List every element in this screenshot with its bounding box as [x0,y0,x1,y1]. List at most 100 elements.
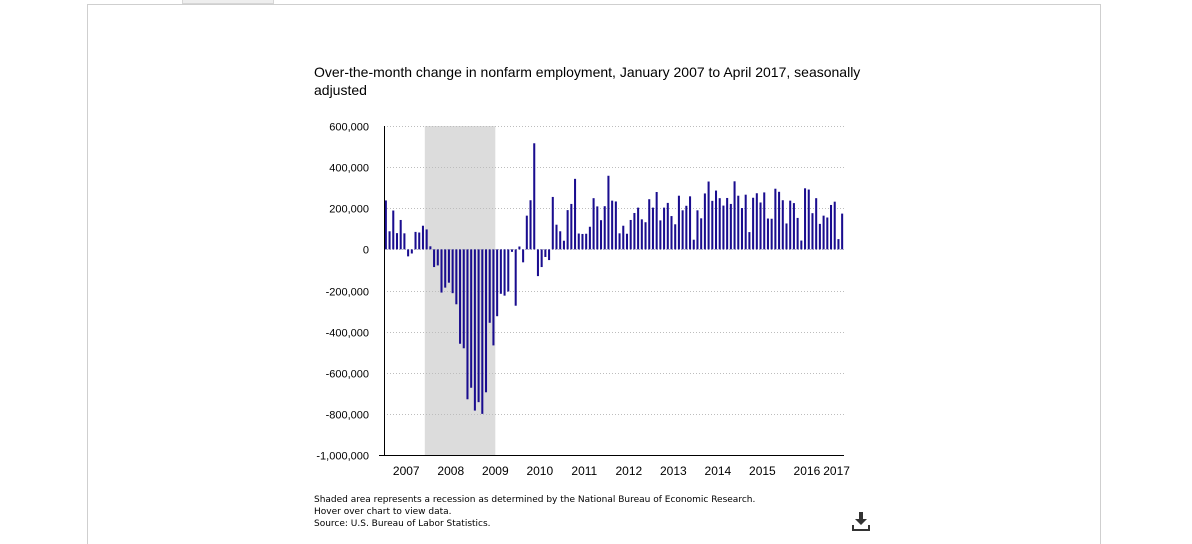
y-tick-label: -600,000 [326,369,369,381]
bar [544,249,547,257]
bar [574,178,577,250]
y-tick-label: -800,000 [326,410,369,422]
bar [466,249,469,400]
bar [666,202,669,250]
bar [525,215,528,250]
bar [763,192,766,250]
bar [407,249,410,257]
bar [433,249,436,268]
bar [548,249,551,261]
bar [510,249,514,252]
bar [518,246,521,250]
source-note: Source: U.S. Bureau of Labor Statistics. [314,519,491,529]
bar [796,217,799,250]
bar [752,197,755,250]
bar [744,194,747,250]
bar [711,200,714,250]
bar [640,219,643,250]
bar [659,220,662,250]
bar [774,188,777,250]
chart-title: Over-the-month change in nonfarm employm… [314,64,861,98]
bar [633,212,636,250]
bar [629,219,632,250]
bar [414,231,417,250]
bar [718,198,721,250]
bar [733,181,736,250]
bar [462,249,465,349]
bar [588,226,591,250]
bar [625,233,629,250]
bar [681,210,684,250]
bar [455,249,458,305]
bar [833,201,836,250]
bar [395,233,399,250]
bar [603,206,606,250]
bar [421,225,424,250]
download-button[interactable] [849,509,873,533]
y-tick-label: -200,000 [326,287,369,299]
bar [499,249,502,294]
bar [618,233,621,250]
bar [555,224,558,250]
bar [770,218,773,250]
x-tick-label: 2013 [660,464,687,478]
bar [714,190,718,250]
bar [522,249,525,263]
bar [481,249,484,414]
recession-note: Shaded area represents a recession as de… [314,495,756,505]
bar [559,231,562,250]
bar [726,197,729,250]
bar [837,239,840,250]
bar [503,249,506,296]
x-tick-label: 2015 [749,464,776,478]
bar [507,249,510,292]
bar [444,249,447,288]
bar [778,191,781,250]
bar [484,249,488,393]
bar [477,249,480,403]
bar [496,249,499,317]
bar [829,204,833,250]
bar [670,216,673,250]
bar [637,207,640,250]
y-tick-label: 200,000 [329,204,369,216]
bar [392,210,395,250]
bar [822,215,825,250]
bar [815,198,818,250]
bar [800,240,803,250]
bar [607,175,610,250]
bar [566,210,569,250]
bar [473,249,476,411]
tab[interactable] [182,0,274,4]
bar [384,200,387,250]
bar [592,198,595,250]
bar [789,200,792,250]
bar [722,205,725,250]
bar [700,218,703,250]
bar [570,203,573,250]
bar [785,223,788,250]
bar [807,189,810,250]
download-icon [852,512,870,531]
bar [766,218,769,250]
x-tick-label: 2017 [823,464,850,478]
bar [737,195,740,250]
bar [529,200,532,250]
x-tick-label: 2012 [615,464,642,478]
y-tick-label: 600,000 [329,122,369,134]
bar [388,231,391,250]
bar [425,229,428,250]
x-tick-label: 2008 [437,464,464,478]
bar [674,224,677,250]
bar [689,196,692,250]
bar [655,192,658,250]
bar [533,143,536,250]
bar [451,249,454,294]
bar [418,232,421,250]
bar [577,233,580,250]
bar [562,240,565,250]
bar [585,233,588,250]
bar [748,232,751,250]
hover-note: Hover over chart to view data. [314,507,452,517]
